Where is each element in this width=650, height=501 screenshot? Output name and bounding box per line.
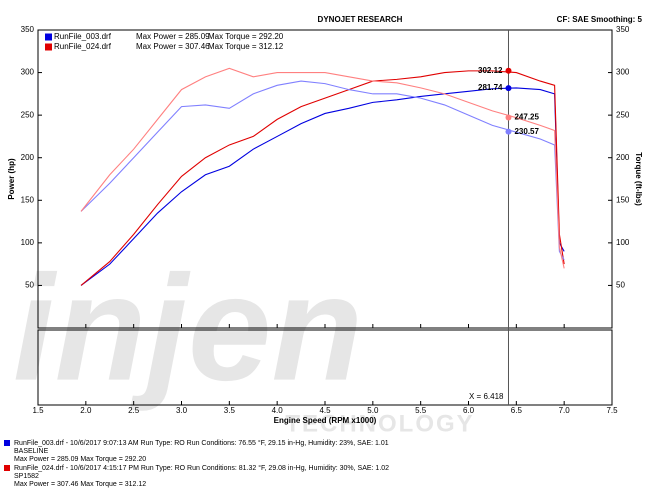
legend-text: Max Power = 307.46: [136, 42, 210, 51]
legend-name: RunFile_024.drf: [54, 42, 112, 51]
x-tick-label: 5.5: [415, 406, 427, 415]
legend-text: Max Torque = 312.12: [208, 42, 284, 51]
cursor-label: X = 6.418: [469, 392, 504, 401]
x-tick-label: 1.5: [32, 406, 44, 415]
y-tick-label: 50: [25, 281, 34, 290]
watermark-sub: TECHNOLOGY: [285, 410, 474, 437]
series-line: [80, 80, 565, 261]
x-tick-label: 7.5: [606, 406, 618, 415]
x-tick-label: 2.5: [128, 406, 140, 415]
legend-text: Max Power = 285.09: [136, 32, 210, 41]
footer-line: Max Power = 307.46 Max Torque = 312.12: [14, 481, 146, 488]
legend-name: RunFile_003.drf: [54, 32, 112, 41]
y2-tick-label: 250: [616, 110, 630, 119]
footer-line: RunFile_024.drf - 10/6/2017 4:15:17 PM R…: [14, 464, 389, 472]
y-axis-label: Power (hp): [7, 158, 16, 200]
x-axis-label: Engine Speed (RPM x1000): [274, 416, 377, 425]
y-tick-label: 100: [21, 238, 35, 247]
x-tick-label: 3.0: [176, 406, 188, 415]
series-line: [80, 87, 565, 286]
cursor-point: [505, 128, 512, 135]
y-tick-label: 350: [21, 25, 35, 34]
y2-tick-label: 50: [616, 281, 625, 290]
cursor-point: [505, 114, 512, 121]
y-tick-label: 150: [21, 195, 35, 204]
y-tick-label: 300: [21, 68, 35, 77]
footer-line: Max Power = 285.09 Max Torque = 292.20: [14, 456, 146, 463]
chart-title: DYNOJET RESEARCH: [318, 15, 403, 24]
x-tick-label: 7.0: [559, 406, 571, 415]
cursor-point: [505, 67, 512, 74]
footer-line: RunFile_003.drf - 10/6/2017 9:07:13 AM R…: [14, 439, 389, 447]
footer-swatch: [4, 440, 10, 446]
legend-swatch: [45, 33, 52, 41]
legend-text: Max Torque = 292.20: [208, 32, 284, 41]
y-tick-label: 250: [21, 110, 35, 119]
y-tick-label: 200: [21, 153, 35, 162]
cursor-value: 302.12: [478, 66, 503, 75]
chart-subtitle: CF: SAE Smoothing: 5: [557, 15, 643, 24]
y2-tick-label: 300: [616, 68, 630, 77]
x-tick-label: 4.0: [272, 406, 284, 415]
x-tick-label: 5.0: [367, 406, 379, 415]
cursor-value: 281.74: [478, 83, 503, 92]
footer-line: SP1582: [14, 473, 39, 480]
x-tick-label: 3.5: [224, 406, 236, 415]
legend-swatch: [45, 43, 52, 51]
y2-tick-label: 200: [616, 153, 630, 162]
x-tick-label: 6.0: [463, 406, 475, 415]
cursor-point: [505, 85, 512, 92]
x-tick-label: 2.0: [80, 406, 92, 415]
cursor-value: 230.57: [514, 127, 539, 136]
cursor-value: 247.25: [514, 113, 539, 122]
y2-tick-label: 150: [616, 195, 630, 204]
y2-tick-label: 100: [616, 238, 630, 247]
y2-tick-label: 350: [616, 25, 630, 34]
footer-line: BASELINE: [14, 448, 49, 455]
x-tick-label: 4.5: [319, 406, 331, 415]
y2-axis-label: Torque (ft-lbs): [634, 152, 643, 206]
footer-swatch: [4, 465, 10, 471]
x-tick-label: 6.5: [511, 406, 523, 415]
series-line: [80, 67, 565, 269]
